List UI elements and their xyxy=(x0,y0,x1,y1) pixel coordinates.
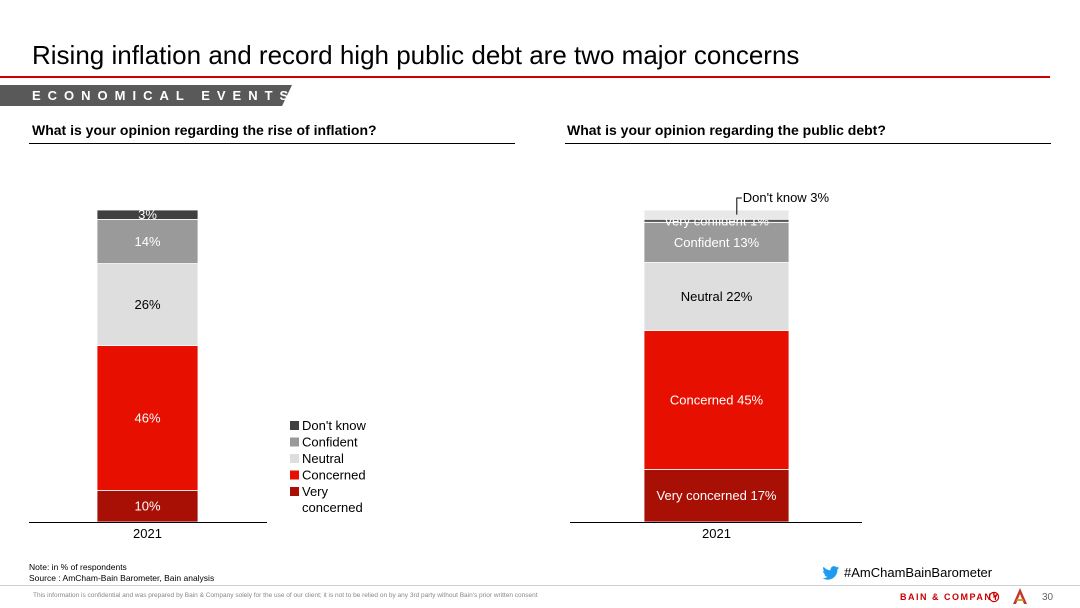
section-label: ECONOMICAL EVENTS xyxy=(32,88,296,103)
legend-swatch-very-concerned xyxy=(290,487,299,496)
bar-segment-don-t-know xyxy=(96,209,199,220)
bar-segment-confident xyxy=(643,221,790,263)
data-label-confident: Confident 13% xyxy=(674,235,760,250)
hashtag: #AmChamBainBarometer xyxy=(822,565,992,580)
bain-logo-mark-icon xyxy=(988,591,1000,603)
twitter-icon xyxy=(822,566,840,580)
amcham-logo-icon xyxy=(1013,588,1027,604)
left-question-rule xyxy=(29,143,515,144)
legend-label-confident: Confident xyxy=(302,435,358,450)
bain-logo-text: BAIN & COMPANY xyxy=(900,592,1000,602)
title-underline xyxy=(0,76,1050,78)
bar-segment-very-concerned xyxy=(643,469,790,523)
legend-label-concerned: Concerned xyxy=(302,468,366,483)
data-label-very-concerned: Very concerned 17% xyxy=(657,488,777,503)
source-text: Source : AmCham-Bain Barometer, Bain ana… xyxy=(29,573,215,583)
legend-swatch-concerned xyxy=(290,470,299,480)
data-label-neutral: Neutral 22% xyxy=(681,289,753,304)
legend-swatch-don-t-know xyxy=(290,421,299,430)
right-question-rule xyxy=(565,143,1051,144)
right-chart-question: What is your opinion regarding the publi… xyxy=(567,122,886,138)
page-title: Rising inflation and record high public … xyxy=(32,40,800,70)
inflation-chart: 10% 46% 26% 14% 3% 2021 xyxy=(29,207,267,541)
bar-segment-neutral xyxy=(643,262,790,331)
hashtag-text: #AmChamBainBarometer xyxy=(844,565,993,580)
bar-segment-very-concerned xyxy=(96,490,199,523)
left-chart-question: What is your opinion regarding the rise … xyxy=(32,122,377,138)
data-label-concerned: Concerned 45% xyxy=(670,392,764,407)
data-label-confident: 14% xyxy=(134,234,160,249)
bar-segment-concerned xyxy=(96,345,199,491)
legend-label-don-t-know: Don't know xyxy=(302,418,367,433)
footnote: Note: in % of respondents Source : AmCha… xyxy=(29,562,214,584)
x-tick-label: 2021 xyxy=(702,526,731,541)
bar-segment-don-t-know xyxy=(643,209,790,220)
footer-rule xyxy=(0,585,1080,586)
legend-swatch-neutral xyxy=(290,454,299,463)
public-debt-chart: Very concerned 17% Concerned 45% Neutral 2… xyxy=(570,190,862,541)
legend-label-neutral: Neutral xyxy=(302,451,344,466)
confidentiality-disclaimer: This information is confidential and was… xyxy=(33,592,538,599)
bar-segment-confident xyxy=(96,219,199,264)
note-text: Note: in % of respondents xyxy=(29,562,127,572)
section-banner xyxy=(0,85,292,106)
data-label-don-t-know: Don't know 3% xyxy=(743,190,830,205)
legend-swatch-confident xyxy=(290,437,299,447)
callout-line xyxy=(736,197,742,215)
legend-label-very-concerned: Very xyxy=(302,484,329,499)
x-tick-label: 2021 xyxy=(133,526,162,541)
bar-segment-neutral xyxy=(96,263,199,346)
data-label-neutral: 26% xyxy=(134,297,160,312)
data-label-don-t-know: 3% xyxy=(138,207,157,222)
legend-label-cont: concerned xyxy=(302,500,363,515)
data-label-concerned: 46% xyxy=(134,411,160,426)
page-number: 30 xyxy=(1042,592,1054,603)
data-label-very-concerned: 10% xyxy=(134,499,160,514)
